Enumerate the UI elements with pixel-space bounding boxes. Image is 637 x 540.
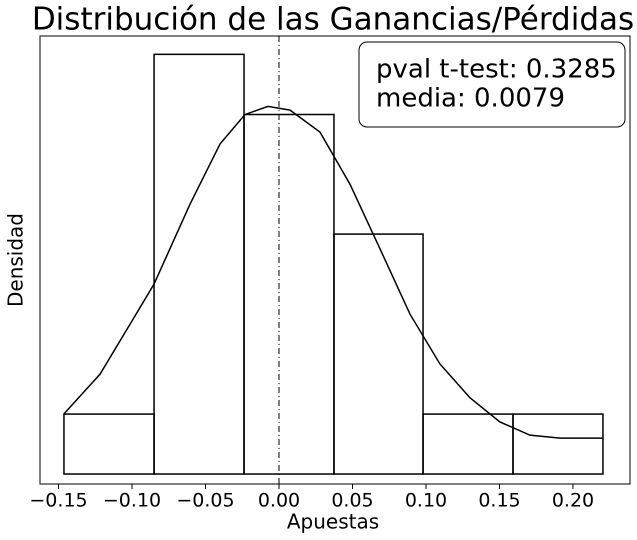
x-axis-label: Apuestas [287, 510, 379, 534]
x-tick-label: 0.15 [478, 490, 520, 512]
x-tick-label: −0.05 [176, 490, 234, 512]
x-tick-label: −0.10 [103, 490, 161, 512]
chart-title: Distribución de las Ganancias/Pérdidas [32, 2, 634, 38]
bar [512, 413, 604, 475]
annotation-text: media: 0.0079 [376, 84, 565, 114]
x-tick-label: 0.20 [552, 490, 594, 512]
bar [422, 413, 514, 475]
annotation-text: pval t-test: 0.3285 [376, 55, 617, 85]
bar [63, 413, 155, 475]
plot-frame [39, 35, 631, 485]
annotation-box [358, 41, 626, 128]
density-curve [63, 105, 603, 439]
x-tick-label: 0.00 [258, 490, 300, 512]
y-axis-label: Densidad [4, 213, 28, 307]
x-tick-label: 0.10 [405, 490, 447, 512]
x-tick-label: 0.05 [331, 490, 373, 512]
bar [153, 53, 245, 475]
bar [243, 113, 335, 475]
x-tick-label: −0.15 [29, 490, 87, 512]
bar [333, 233, 424, 475]
